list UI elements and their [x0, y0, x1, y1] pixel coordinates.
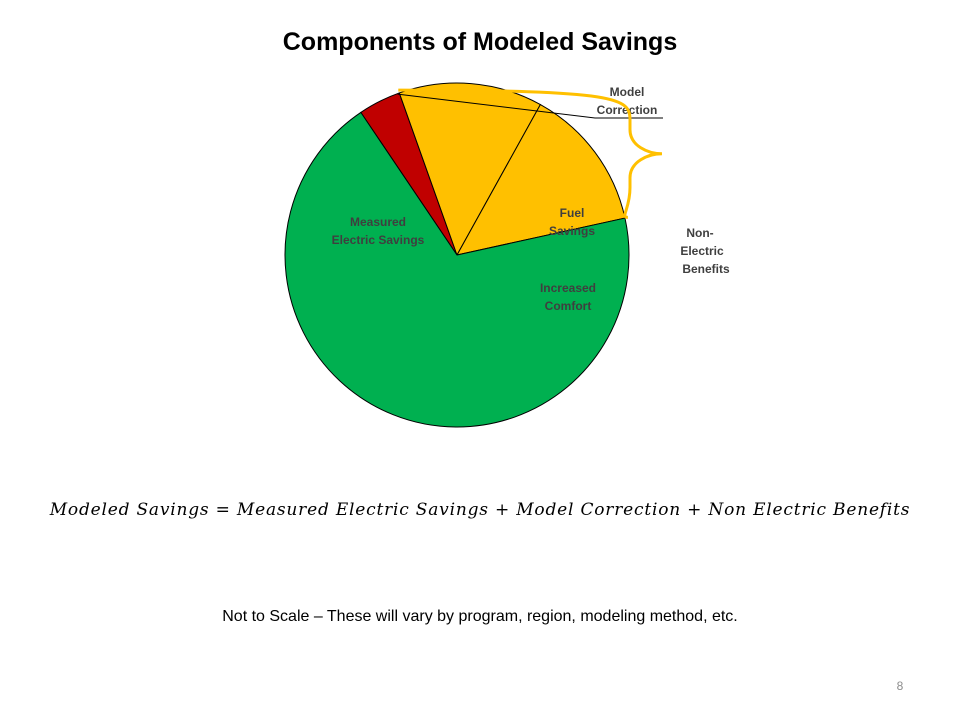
- slice-label-measured-electric-savings: Measured Electric Savings: [332, 215, 425, 247]
- page-number: 8: [896, 679, 904, 693]
- model-correction-leader-line: [397, 93, 663, 119]
- equation-text: Modeled Savings = Measured Electric Savi…: [49, 500, 911, 520]
- slice-label-increased-comfort: Increased Comfort: [540, 281, 596, 313]
- non-electric-benefits-label: Non-Electric Benefits: [680, 226, 730, 276]
- pie-slice-measured-electric-savings: [284, 111, 630, 428]
- non-electric-brace: [398, 88, 663, 219]
- scale-note: Not to Scale – These will vary by progra…: [222, 608, 738, 625]
- slice-label-model-correction: Model Correction: [597, 85, 658, 117]
- pie-slice-increased-comfort: [456, 103, 626, 256]
- slice-label-fuel-savings: Fuel Savings: [549, 206, 595, 238]
- chart-title: Components of Modeled Savings: [282, 28, 678, 56]
